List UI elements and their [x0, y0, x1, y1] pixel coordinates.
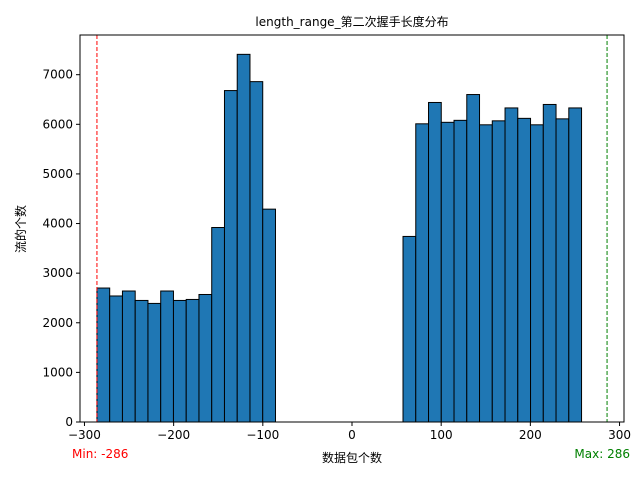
x-tick-label: 200	[519, 428, 542, 442]
y-axis-ticks: 0 1000 2000 3000 4000 5000 6000 7000	[42, 68, 80, 429]
y-tick-label: 5000	[42, 167, 73, 181]
y-tick-label: 0	[65, 415, 73, 429]
bar	[530, 124, 544, 423]
bar	[555, 118, 570, 423]
bar	[542, 103, 557, 423]
bar	[428, 101, 442, 423]
bar	[185, 298, 200, 423]
bar	[134, 299, 149, 423]
min-label: Min: -286	[72, 447, 128, 461]
bar	[249, 81, 264, 423]
bar	[504, 107, 519, 423]
bar	[479, 124, 493, 423]
x-tick-label: −300	[68, 428, 101, 442]
bar	[466, 94, 481, 423]
max-label: Max: 286	[574, 447, 630, 461]
bar	[568, 107, 583, 423]
x-tick-label: −100	[246, 428, 279, 442]
bar	[96, 287, 111, 423]
x-tick-label: 0	[348, 428, 356, 442]
x-tick-label: 300	[608, 428, 631, 442]
bar	[223, 90, 238, 423]
bar	[517, 117, 532, 423]
y-tick-label: 4000	[42, 217, 73, 231]
bar	[147, 302, 162, 423]
y-tick-label: 3000	[42, 266, 73, 280]
x-axis-label: 数据包个数	[322, 450, 382, 465]
y-tick-label: 1000	[42, 365, 73, 379]
bar	[160, 290, 174, 423]
x-tick-label: 100	[430, 428, 453, 442]
bar	[440, 121, 455, 423]
y-axis-label: 流的个数	[13, 205, 28, 253]
x-axis-ticks: −300 −200 −100 0 100 200 300	[68, 422, 631, 442]
bar	[415, 123, 430, 423]
bar	[121, 290, 136, 423]
bar	[453, 119, 468, 423]
y-tick-label: 2000	[42, 316, 73, 330]
y-tick-label: 6000	[42, 117, 73, 131]
bar	[109, 295, 123, 423]
reference-lines	[96, 35, 608, 422]
chart-title: length_range_第二次握手长度分布	[255, 14, 448, 29]
bar	[262, 208, 276, 423]
x-tick-label: −200	[157, 428, 190, 442]
y-tick-label: 7000	[42, 68, 73, 82]
bar	[236, 53, 251, 423]
bar	[402, 235, 417, 423]
bar	[491, 120, 506, 423]
bar	[198, 293, 213, 423]
bar	[211, 227, 225, 423]
bar	[172, 299, 187, 423]
